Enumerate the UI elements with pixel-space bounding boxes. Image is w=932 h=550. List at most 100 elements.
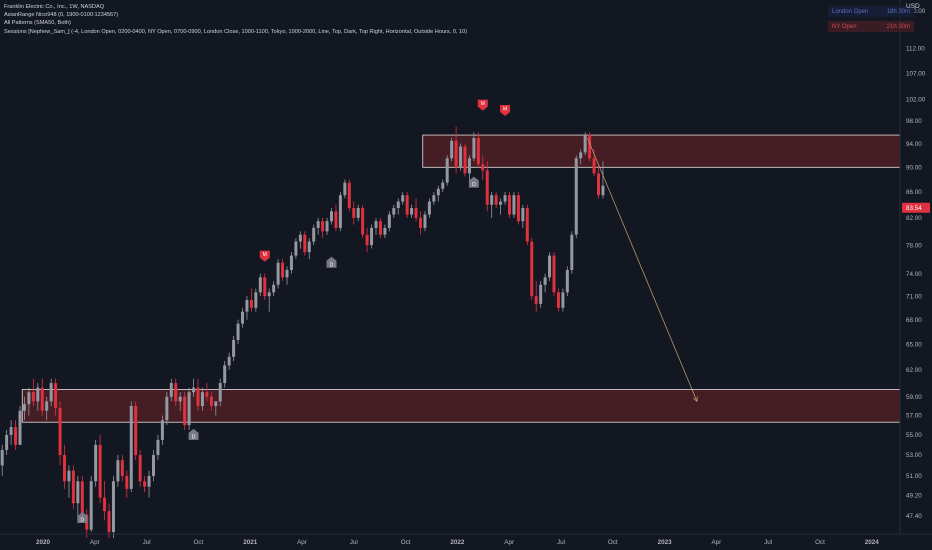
price-tick-label: 120.00: [906, 8, 926, 15]
time-tick-label: 2020: [36, 539, 51, 546]
marker-shape: [259, 250, 270, 262]
candle-body: [94, 444, 98, 482]
price-tick-label: 98.00: [906, 118, 922, 125]
marker-shape: [477, 99, 488, 111]
candle-body: [120, 460, 124, 476]
candle-body: [276, 262, 280, 285]
price-tick-label: 86.00: [906, 189, 922, 196]
time-tick-label: Jul: [764, 539, 772, 546]
session-time: 21h 30m: [886, 23, 910, 30]
candle-body: [574, 158, 578, 235]
candle-body: [396, 201, 400, 209]
time-tick-label: Jul: [350, 539, 358, 546]
time-tick-label: 2021: [243, 539, 258, 546]
candle-body: [410, 208, 414, 215]
candle-body: [570, 234, 574, 271]
candle-body: [467, 158, 471, 174]
candle-body: [330, 211, 333, 222]
resistance-zone: [422, 134, 901, 168]
candle-body: [192, 387, 196, 393]
candle-body: [76, 481, 80, 504]
last-price-label: 83.54: [906, 205, 922, 212]
candle-body: [583, 135, 587, 153]
candle-body: [516, 195, 520, 222]
candle-body: [325, 221, 329, 232]
candle-body: [592, 158, 596, 174]
candle-body: [361, 208, 365, 235]
marker-shape: [326, 256, 337, 268]
marker-label: M: [503, 107, 507, 113]
time-axis: 2020 Apr Jul Oct 2021 Apr Jul Oct 2022 Apr Jul Oct 2…: [0, 533, 932, 546]
time-tick-label: 2024: [865, 539, 880, 546]
legend-indicator-asian-range[interactable]: AsianRange Nico948 (0, 1900-0100:1234567…: [4, 12, 119, 19]
price-tick-label: 51.00: [906, 473, 922, 480]
legend-indicator-all-patterns[interactable]: All Patterns (SMA50, Both): [4, 20, 71, 27]
candle-body: [272, 284, 276, 293]
price-tick-label: 55.00: [906, 432, 922, 439]
support-zone: [21, 389, 901, 423]
time-tick-label: Oct: [815, 539, 825, 546]
candle-body: [374, 221, 378, 228]
candle-body: [169, 383, 173, 397]
candle-body: [387, 214, 391, 228]
session-name: NY Open: [832, 23, 857, 30]
candle-body: [414, 208, 418, 218]
candle-body: [183, 396, 187, 426]
price-tick-label: 49.20: [906, 493, 922, 500]
candle-body: [0, 449, 4, 466]
candle-body: [209, 396, 213, 407]
candle-body: [472, 137, 476, 159]
time-tick-label: Jul: [557, 539, 565, 546]
candle-body: [521, 208, 525, 222]
price-tick-label: 112.00: [906, 46, 925, 53]
candle-body: [241, 311, 244, 324]
candle-body: [481, 164, 485, 171]
candle-body: [534, 296, 538, 304]
candle-body: [14, 427, 18, 445]
candle-body: [530, 241, 534, 297]
candle-body: [427, 201, 431, 215]
time-tick-label: 2022: [450, 539, 465, 546]
candle-body: [334, 211, 338, 228]
candle-body: [107, 511, 111, 532]
candle-body: [441, 182, 445, 189]
candle-body: [178, 396, 182, 402]
candle-body: [196, 387, 200, 407]
bearish-pattern-marker: M: [259, 250, 270, 262]
time-tick-label: Oct: [401, 539, 411, 546]
candle-body: [63, 455, 66, 482]
candle-body: [383, 227, 387, 235]
price-tick-label: 53.00: [906, 452, 922, 459]
candle-body: [281, 262, 285, 278]
candle-body: [245, 299, 249, 312]
candle-body: [552, 255, 556, 293]
candle-body: [165, 396, 169, 421]
last-price-tag: [902, 202, 930, 213]
candle-body: [147, 475, 151, 487]
candle-body: [512, 195, 516, 215]
price-tick-label: 57.00: [906, 413, 922, 420]
projection-arrowhead: [693, 396, 698, 403]
price-tick-label: 107.00: [906, 70, 926, 77]
legend-indicator-sessions[interactable]: Sessions [Nephew_Sam_] (-4, London Open,…: [4, 28, 468, 35]
candle-body: [236, 323, 240, 340]
candle-body: [227, 356, 231, 366]
candle-body: [432, 195, 436, 202]
candle-body: [156, 439, 160, 456]
candle-body: [347, 182, 351, 209]
candle-body: [316, 221, 320, 228]
candle-body: [597, 173, 600, 196]
bullish-pattern-marker: D: [77, 512, 88, 524]
candle-body: [18, 410, 22, 445]
candle-body: [419, 217, 422, 228]
time-tick-label: Apr: [90, 539, 100, 546]
candle-body: [129, 406, 133, 489]
marker-label: M: [263, 252, 267, 258]
candle-body: [298, 234, 302, 242]
marker-label: D: [330, 262, 334, 268]
marker-shape: [500, 105, 511, 117]
price-tick-label: 59.00: [906, 394, 922, 401]
candle-body: [352, 208, 356, 218]
candle-body: [294, 241, 298, 256]
